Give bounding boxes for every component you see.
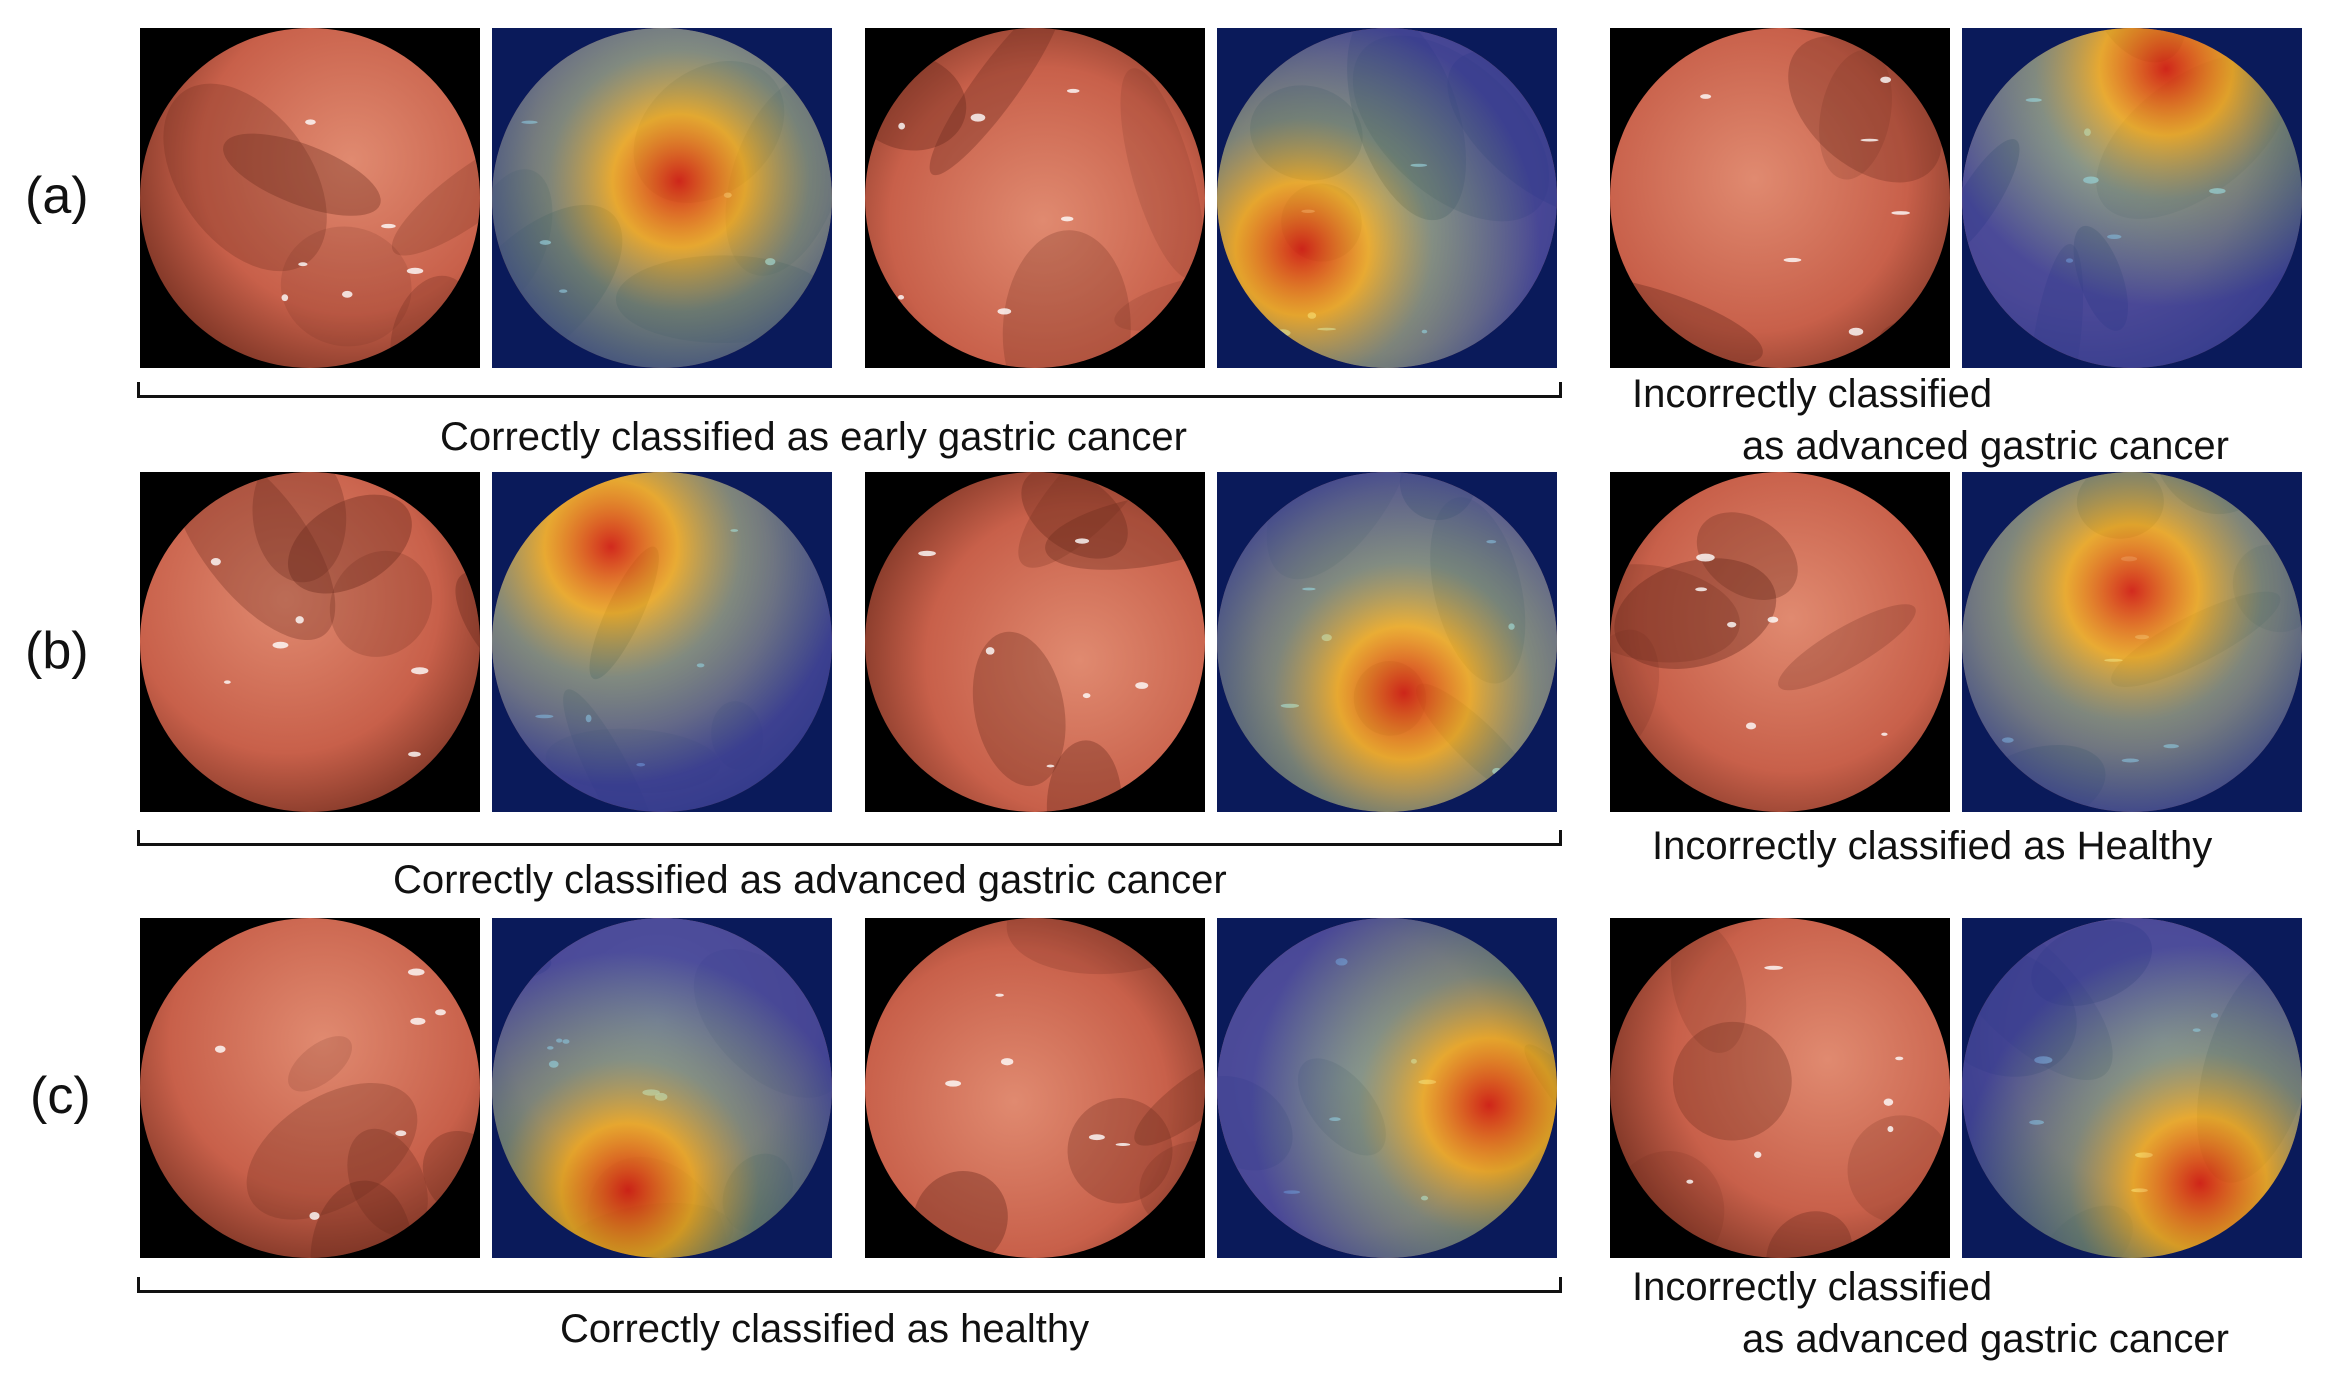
row-label-c: (c) [30, 1067, 91, 1125]
heatmap-overlay-image [492, 918, 832, 1258]
row-label-a: (a) [25, 167, 89, 225]
endoscopy-image [140, 28, 480, 368]
incorrect-caption: Incorrectly classified as Healthy [1652, 824, 2213, 868]
heatmap-overlay-image [1217, 28, 1557, 368]
correct-caption: Correctly classified as early gastric ca… [440, 415, 1187, 459]
incorrect-caption-line1: Incorrectly classified [1632, 372, 1993, 416]
endoscopy-image [1610, 28, 1950, 368]
heatmap-overlay-image [1217, 472, 1557, 812]
heatmap-overlay-image [1217, 918, 1557, 1258]
correct-caption: Correctly classified as advanced gastric… [393, 858, 1227, 902]
endoscopy-image [865, 918, 1205, 1258]
endoscopy-image [1610, 918, 1950, 1258]
bracket [137, 382, 1562, 398]
correct-caption: Correctly classified as healthy [560, 1307, 1090, 1351]
endoscopy-image [865, 472, 1205, 812]
endoscopy-image [140, 472, 480, 812]
endoscopy-image [1610, 472, 1950, 812]
heatmap-overlay-image [1962, 472, 2302, 812]
heatmap-overlay-image [492, 28, 832, 368]
row-label-b: (b) [25, 622, 89, 680]
bracket [137, 1277, 1562, 1293]
bracket [137, 830, 1562, 846]
heatmap-overlay-image [492, 472, 832, 812]
incorrect-caption-line2: as advanced gastric cancer [1742, 424, 2229, 468]
endoscopy-image [140, 918, 480, 1258]
incorrect-caption-line2: as advanced gastric cancer [1742, 1317, 2229, 1361]
incorrect-caption-line1: Incorrectly classified [1632, 1265, 1993, 1309]
heatmap-overlay-image [1962, 28, 2302, 368]
endoscopy-image [865, 28, 1205, 368]
heatmap-overlay-image [1962, 918, 2302, 1258]
